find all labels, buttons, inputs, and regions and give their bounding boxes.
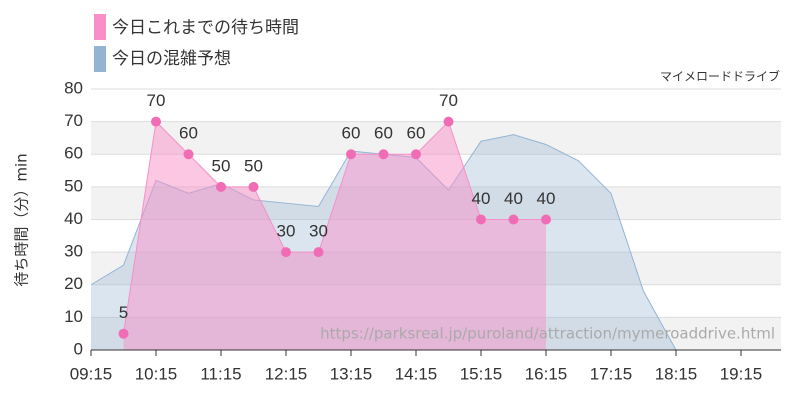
point <box>476 214 486 225</box>
point <box>378 149 389 160</box>
x-tick-label: 14:15 <box>395 364 438 383</box>
data-label: 50 <box>212 156 231 175</box>
x-tick-label: 15:15 <box>460 364 503 383</box>
y-tick-label: 0 <box>74 339 83 358</box>
data-label: 40 <box>504 189 523 208</box>
x-tick-label: 13:15 <box>330 364 373 383</box>
point <box>281 247 291 258</box>
point <box>118 328 129 339</box>
x-tick-label: 11:15 <box>200 364 241 383</box>
data-label: 70 <box>147 91 166 110</box>
x-tick-label: 17:15 <box>590 364 633 383</box>
data-label: 70 <box>439 91 458 110</box>
x-tick-label: 19:15 <box>720 364 763 383</box>
point <box>183 149 194 160</box>
data-label: 40 <box>537 189 556 208</box>
line <box>123 120 546 334</box>
data-label: 60 <box>342 124 361 143</box>
y-tick-label: 70 <box>64 111 83 130</box>
data-label: 60 <box>374 124 393 143</box>
y-tick-label: 30 <box>64 242 83 261</box>
data-label: 40 <box>472 189 491 208</box>
y-tick-label: 20 <box>64 274 83 293</box>
y-tick-label: 40 <box>64 209 83 228</box>
area <box>123 121 546 350</box>
y-tick-label: 80 <box>64 78 83 97</box>
data-label: 30 <box>309 222 328 241</box>
x-tick-label: 12:15 <box>265 364 308 383</box>
x-tick-label: 10:15 <box>135 364 178 383</box>
point <box>151 116 161 127</box>
data-label: 5 <box>119 303 128 322</box>
point <box>411 149 421 160</box>
data-label: 30 <box>277 222 296 241</box>
y-tick-label: 60 <box>64 144 83 163</box>
y-tick-label: 50 <box>64 176 83 195</box>
x-tick-label: 09:15 <box>70 364 113 383</box>
legend-swatch <box>94 14 106 40</box>
point <box>541 214 551 225</box>
source: マイメロードドライブ <box>660 69 780 84</box>
point <box>508 214 519 225</box>
x-tick-label: 16:15 <box>525 364 568 383</box>
point <box>346 149 356 160</box>
x-tick-label: 18:15 <box>655 364 698 383</box>
legend-swatch <box>94 46 106 72</box>
data-label: 60 <box>407 124 426 143</box>
point <box>248 181 259 192</box>
legend-label: 今日の混雑予想 <box>112 49 231 69</box>
data-label: 50 <box>244 156 263 175</box>
y-tick-label: 10 <box>64 307 83 326</box>
data-label: 60 <box>179 124 198 143</box>
url: https://parksreal.jp/puroland/attraction… <box>320 325 775 343</box>
point <box>443 116 454 127</box>
point <box>313 247 324 258</box>
legend-label: 今日これまでの待ち時間 <box>112 18 299 38</box>
point <box>216 181 226 192</box>
y-axis-label: 待ち時間（分）min <box>13 153 31 286</box>
